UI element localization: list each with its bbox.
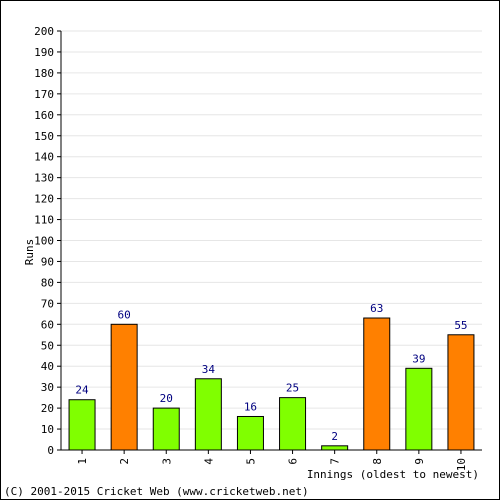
bar (152, 407, 180, 451)
y-tick-label: 180 (34, 67, 54, 80)
bar-value-label: 25 (286, 382, 299, 395)
y-tick-label: 110 (34, 214, 54, 227)
bar (236, 415, 264, 451)
bar-value-label: 60 (118, 308, 131, 321)
bar-value-label: 34 (202, 363, 216, 376)
bar-value-label: 63 (370, 302, 383, 315)
y-tick-label: 90 (41, 255, 54, 268)
x-tick-label: 9 (413, 458, 426, 465)
x-tick-label: 10 (455, 458, 468, 471)
bar (363, 317, 391, 451)
y-tick-label: 70 (41, 297, 54, 310)
y-tick-label: 120 (34, 193, 54, 206)
bar-value-label: 20 (160, 392, 173, 405)
y-tick-label: 40 (41, 360, 54, 373)
x-tick-label: 6 (287, 458, 300, 465)
y-tick-label: 50 (41, 339, 54, 352)
y-tick-label: 150 (34, 130, 54, 143)
x-tick-label: 8 (371, 458, 384, 465)
y-tick-label: 160 (34, 109, 54, 122)
bar (110, 323, 138, 451)
bar (405, 367, 433, 451)
x-tick-label: 3 (160, 458, 173, 465)
bar-value-label: 2 (331, 430, 338, 443)
bar (68, 399, 96, 451)
bar (279, 397, 307, 451)
y-tick-label: 100 (34, 235, 54, 248)
x-tick-label: 7 (329, 458, 342, 465)
y-tick-label: 80 (41, 276, 54, 289)
x-tick-label: 2 (118, 458, 131, 465)
bar (321, 445, 349, 451)
y-tick-label: 30 (41, 381, 54, 394)
bar-value-label: 24 (75, 384, 89, 397)
bar (194, 378, 222, 451)
axes (57, 30, 482, 454)
y-tick-label: 170 (34, 88, 54, 101)
y-tick-label: 200 (34, 25, 54, 38)
y-tick-label: 130 (34, 172, 54, 185)
x-tick-label: 1 (76, 458, 89, 465)
y-tick-label: 0 (47, 444, 54, 457)
x-tick-label: 4 (202, 458, 215, 465)
bar (447, 334, 475, 451)
y-tick-label: 20 (41, 402, 54, 415)
y-axis-title: Runs (23, 239, 36, 266)
x-axis-title: Innings (oldest to newest) (307, 468, 479, 481)
bar-value-label: 39 (412, 352, 425, 365)
copyright-footer: (C) 2001-2015 Cricket Web (www.cricketwe… (4, 485, 309, 498)
bars (68, 317, 475, 451)
y-tick-label: 190 (34, 46, 54, 59)
y-tick-label: 140 (34, 151, 54, 164)
y-tick-label: 60 (41, 318, 54, 331)
y-tick-label: 10 (41, 423, 54, 436)
bar-value-label: 16 (244, 400, 257, 413)
x-tick-label: 5 (244, 458, 257, 465)
bar-value-label: 55 (454, 319, 467, 332)
labels: 0102030405060708090100110120130140150160… (34, 25, 468, 471)
